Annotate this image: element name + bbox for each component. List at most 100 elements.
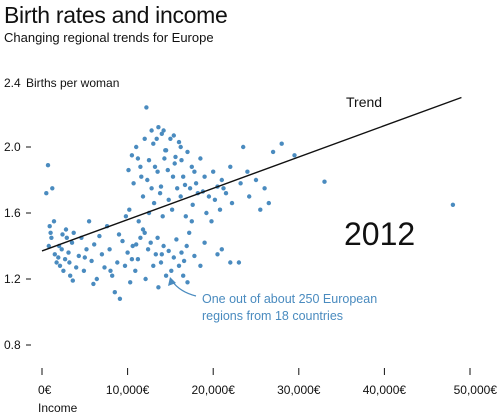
- x-tick-label: 50,000€: [454, 383, 498, 397]
- x-tick-label: 40,000€: [363, 383, 407, 397]
- data-point: [149, 186, 154, 191]
- y-tick-label: 0.8: [4, 338, 21, 352]
- data-point: [140, 194, 146, 199]
- data-point: [161, 128, 166, 133]
- data-point: [169, 207, 175, 212]
- data-point: [241, 144, 246, 150]
- data-point: [161, 243, 166, 249]
- data-point: [151, 200, 157, 206]
- data-point: [215, 252, 220, 257]
- trend-line: [41, 96, 462, 252]
- data-point: [279, 141, 284, 146]
- data-point: [187, 230, 192, 235]
- annotation-line-1: One out of about 250 European: [202, 292, 377, 306]
- data-point: [94, 276, 100, 282]
- chart-subtitle: Changing regional trends for Europe: [4, 30, 214, 45]
- data-point: [192, 169, 197, 174]
- data-point: [97, 233, 102, 239]
- data-point: [52, 252, 57, 257]
- data-point: [176, 139, 182, 145]
- x-tick-label: 10,000€: [106, 383, 150, 397]
- data-point: [153, 252, 158, 257]
- data-point: [129, 257, 135, 262]
- data-point: [292, 153, 297, 158]
- data-point: [125, 250, 130, 255]
- annotation-line-2: regions from 18 countries: [202, 309, 343, 323]
- data-point: [116, 232, 122, 237]
- data-point: [45, 163, 51, 168]
- data-point: [182, 182, 188, 188]
- data-point: [198, 263, 203, 268]
- data-point: [183, 214, 188, 219]
- chart-title: Birth rates and income: [4, 2, 228, 28]
- data-point: [92, 242, 97, 247]
- data-point: [154, 136, 159, 141]
- data-point: [138, 235, 143, 240]
- data-point: [158, 260, 164, 265]
- data-point: [110, 273, 115, 278]
- data-point: [169, 268, 174, 273]
- data-point: [84, 247, 89, 252]
- x-axis-label: Income: [38, 401, 78, 415]
- data-point: [163, 148, 168, 153]
- data-point: [76, 253, 82, 259]
- data-point: [47, 224, 52, 229]
- data-point: [168, 136, 173, 141]
- data-point: [258, 207, 263, 212]
- data-point: [236, 260, 242, 265]
- data-point: [181, 273, 186, 278]
- data-point: [71, 230, 76, 235]
- data-point: [219, 247, 224, 252]
- data-point: [185, 280, 190, 285]
- data-point: [178, 144, 183, 150]
- data-point: [223, 191, 229, 196]
- data-point: [158, 184, 164, 189]
- data-point: [61, 268, 66, 273]
- data-point: [122, 263, 128, 268]
- data-point: [193, 181, 199, 186]
- y-axis-label: 2.4 Births per woman: [4, 76, 119, 90]
- data-point: [212, 197, 218, 202]
- data-point: [108, 268, 113, 273]
- data-point: [135, 257, 141, 262]
- data-point: [171, 255, 176, 260]
- data-point: [181, 258, 187, 264]
- data-point: [245, 169, 250, 174]
- data-point: [206, 194, 212, 199]
- data-point: [198, 156, 203, 161]
- data-point: [322, 179, 327, 184]
- year-label: 2012: [344, 216, 415, 252]
- data-point: [144, 105, 149, 110]
- data-point: [64, 235, 70, 240]
- data-point: [69, 240, 75, 245]
- data-point: [128, 280, 133, 285]
- x-tick-label: 20,000€: [192, 383, 236, 397]
- data-point: [173, 154, 178, 160]
- data-point: [117, 296, 123, 301]
- data-point: [189, 164, 194, 169]
- trend-label: Trend: [346, 94, 382, 110]
- data-point: [129, 153, 135, 158]
- data-point: [44, 191, 49, 196]
- data-point: [57, 263, 63, 268]
- data-point: [146, 158, 152, 163]
- data-points: [44, 105, 456, 301]
- data-point: [156, 285, 161, 290]
- data-point: [136, 219, 141, 224]
- data-point: [179, 250, 184, 255]
- data-point: [56, 255, 61, 260]
- data-point: [181, 174, 186, 179]
- data-point: [151, 263, 156, 268]
- x-tick-label: 0€: [38, 383, 52, 397]
- data-point: [89, 258, 94, 264]
- data-point: [66, 250, 71, 255]
- data-point: [176, 263, 182, 268]
- data-point: [253, 177, 259, 183]
- data-point: [86, 219, 92, 224]
- data-point: [82, 255, 88, 260]
- data-point: [159, 131, 164, 136]
- data-point: [166, 197, 171, 202]
- data-point: [70, 278, 76, 283]
- data-point: [178, 194, 183, 199]
